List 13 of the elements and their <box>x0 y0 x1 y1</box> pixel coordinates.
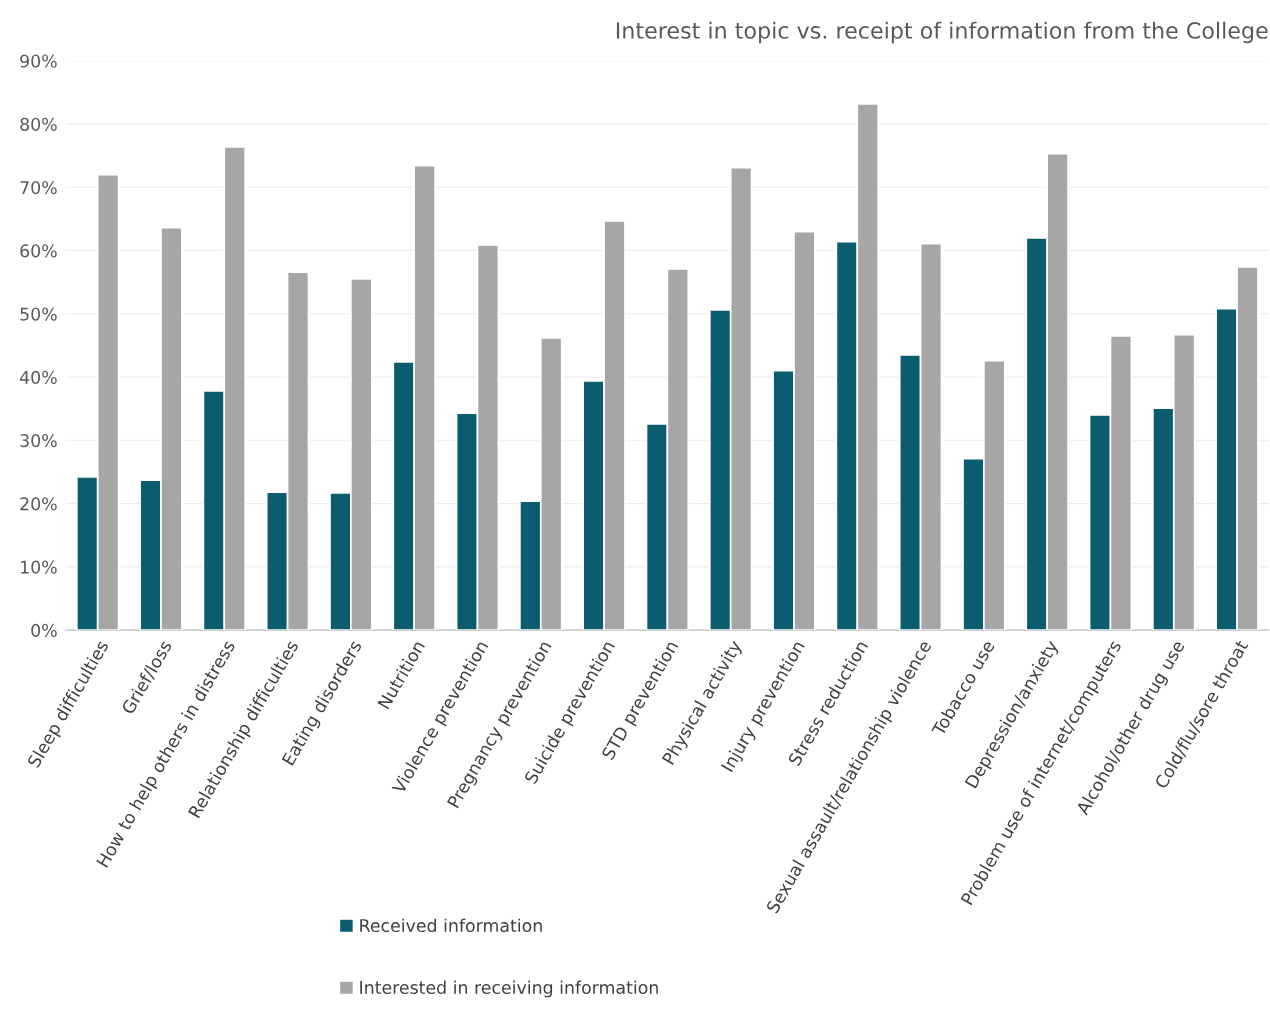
legend-label: Received information <box>360 918 542 933</box>
y-tick-label: 50% <box>20 307 57 321</box>
y-tick-label: 30% <box>20 434 57 448</box>
y-tick-label: 0% <box>31 623 57 637</box>
chart-title: Interest in topic vs. receipt of information from the College <box>616 21 1268 44</box>
legend-label: Interested in receiving information <box>360 980 658 998</box>
y-tick-label: 20% <box>20 497 57 511</box>
y-tick-label: 40% <box>19 370 57 384</box>
y-tick-label: 90% <box>20 54 57 68</box>
y-tick-label: 80% <box>20 117 57 131</box>
y-tick-label: 70% <box>20 181 57 195</box>
y-tick-label: 60% <box>20 244 57 258</box>
y-tick-label: 10% <box>21 560 57 574</box>
